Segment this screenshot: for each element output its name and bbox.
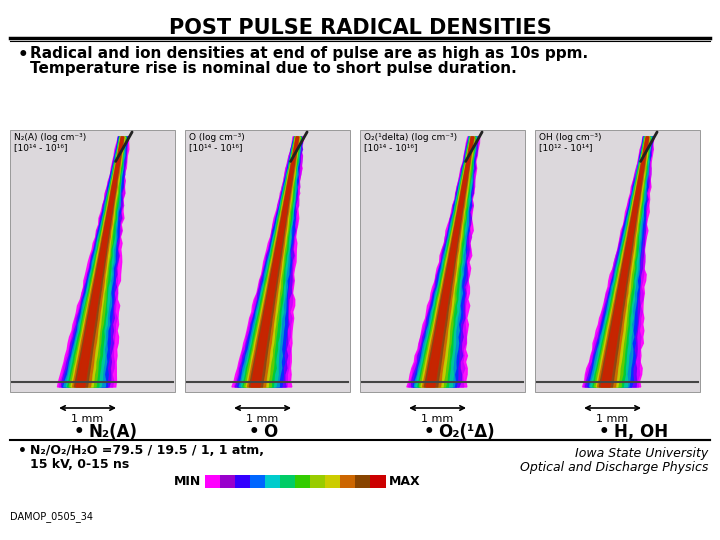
Bar <box>355 475 371 488</box>
Text: MAX: MAX <box>389 475 420 488</box>
Polygon shape <box>584 137 653 387</box>
Text: •: • <box>249 423 259 441</box>
Polygon shape <box>76 137 123 387</box>
Text: O₂(¹Δ): O₂(¹Δ) <box>438 423 495 441</box>
Polygon shape <box>69 137 125 387</box>
Polygon shape <box>235 137 302 387</box>
Bar <box>310 475 325 488</box>
Polygon shape <box>409 137 477 387</box>
Text: O (log cm⁻³): O (log cm⁻³) <box>189 133 245 142</box>
Polygon shape <box>246 137 300 387</box>
Polygon shape <box>235 137 303 387</box>
Text: Temperature rise is nominal due to short pulse duration.: Temperature rise is nominal due to short… <box>30 61 517 76</box>
Polygon shape <box>420 137 474 387</box>
Text: [10¹⁴ - 10¹⁶]: [10¹⁴ - 10¹⁶] <box>189 143 243 152</box>
Bar <box>220 475 235 488</box>
Text: Radical and ion densities at end of pulse are as high as 10s ppm.: Radical and ion densities at end of puls… <box>30 46 588 61</box>
Bar <box>250 475 266 488</box>
Polygon shape <box>244 137 300 387</box>
Polygon shape <box>424 137 474 387</box>
Polygon shape <box>596 137 650 387</box>
Bar <box>340 475 356 488</box>
Polygon shape <box>421 137 474 387</box>
Polygon shape <box>598 137 649 387</box>
Text: O₂(¹delta) (log cm⁻³): O₂(¹delta) (log cm⁻³) <box>364 133 457 142</box>
Polygon shape <box>239 137 301 387</box>
Text: O: O <box>264 423 278 441</box>
Text: 1 mm: 1 mm <box>596 414 629 424</box>
Text: N₂(A): N₂(A) <box>89 423 138 441</box>
Polygon shape <box>249 137 299 387</box>
Polygon shape <box>243 137 301 387</box>
Text: •: • <box>18 46 29 64</box>
Bar <box>360 130 525 392</box>
Text: N₂(A) (log cm⁻³): N₂(A) (log cm⁻³) <box>14 133 86 142</box>
Polygon shape <box>59 137 128 387</box>
Polygon shape <box>241 137 301 387</box>
Polygon shape <box>599 137 649 387</box>
Text: MIN: MIN <box>174 475 201 488</box>
Text: 1 mm: 1 mm <box>71 414 104 424</box>
Text: POST PULSE RADICAL DENSITIES: POST PULSE RADICAL DENSITIES <box>168 18 552 38</box>
Polygon shape <box>601 137 648 387</box>
Bar <box>205 475 220 488</box>
Polygon shape <box>64 137 126 387</box>
Text: DAMOP_0505_34: DAMOP_0505_34 <box>10 511 93 522</box>
Polygon shape <box>590 137 652 387</box>
Bar <box>235 475 251 488</box>
Polygon shape <box>407 137 480 387</box>
Text: •: • <box>599 423 610 441</box>
Text: •: • <box>424 423 434 441</box>
Polygon shape <box>66 137 126 387</box>
Text: [10¹⁴ - 10¹⁶]: [10¹⁴ - 10¹⁶] <box>364 143 418 152</box>
Text: Iowa State University: Iowa State University <box>575 447 708 460</box>
Bar <box>325 475 341 488</box>
Polygon shape <box>423 137 474 387</box>
Polygon shape <box>71 137 125 387</box>
Text: •: • <box>74 423 84 441</box>
Polygon shape <box>594 137 650 387</box>
Text: Optical and Discharge Physics: Optical and Discharge Physics <box>520 461 708 474</box>
Polygon shape <box>415 137 477 387</box>
Polygon shape <box>585 137 654 387</box>
Text: [10¹⁴ - 10¹⁶]: [10¹⁴ - 10¹⁶] <box>14 143 68 152</box>
Bar <box>280 475 295 488</box>
Polygon shape <box>74 137 124 387</box>
Text: [10¹² - 10¹⁴]: [10¹² - 10¹⁴] <box>539 143 593 152</box>
Text: 1 mm: 1 mm <box>421 414 454 424</box>
Text: N₂/O₂/H₂O =79.5 / 19.5 / 1, 1 atm,: N₂/O₂/H₂O =79.5 / 19.5 / 1, 1 atm, <box>30 444 264 457</box>
Polygon shape <box>411 137 478 387</box>
Polygon shape <box>415 137 477 387</box>
Bar <box>185 130 350 392</box>
Bar <box>10 130 175 392</box>
Bar <box>535 130 700 392</box>
Text: 15 kV, 0-15 ns: 15 kV, 0-15 ns <box>30 458 130 471</box>
Polygon shape <box>73 137 124 387</box>
Polygon shape <box>413 137 477 387</box>
Polygon shape <box>61 137 129 387</box>
Polygon shape <box>426 137 473 387</box>
Polygon shape <box>418 137 476 387</box>
Polygon shape <box>232 137 304 387</box>
Polygon shape <box>588 137 653 387</box>
Polygon shape <box>248 137 299 387</box>
Text: OH (log cm⁻³): OH (log cm⁻³) <box>539 133 601 142</box>
Polygon shape <box>251 137 298 387</box>
Polygon shape <box>238 137 302 387</box>
Text: 1 mm: 1 mm <box>246 414 279 424</box>
Polygon shape <box>68 137 127 387</box>
Polygon shape <box>593 137 650 387</box>
Text: •: • <box>18 444 27 458</box>
Polygon shape <box>58 137 129 387</box>
Text: H, OH: H, OH <box>613 423 667 441</box>
Bar <box>295 475 310 488</box>
Bar <box>265 475 281 488</box>
Bar <box>370 475 385 488</box>
Polygon shape <box>63 137 128 387</box>
Polygon shape <box>582 137 654 387</box>
Polygon shape <box>590 137 652 387</box>
